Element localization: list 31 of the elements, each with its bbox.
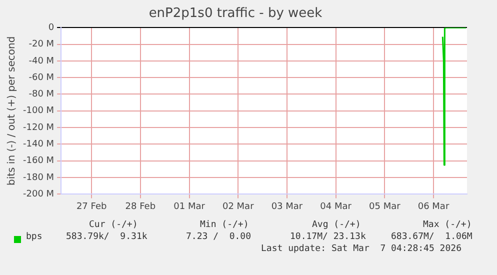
x-tick-label: 01 Mar [174,202,206,212]
text: 10.17M/ 23.13k [290,232,366,242]
text: 583.79k/ 9.31k [66,232,148,242]
y-tick-label: 0 [48,22,54,33]
y-tick-label: -40 M [28,56,54,66]
chart-title: enP2p1s0 traffic - by week [148,6,323,22]
y-tick-label: -80 M [28,90,54,100]
text: Max (-/+) [423,220,472,230]
x-tick-label: 03 Mar [271,202,303,212]
y-tick-label: -160 M [22,156,54,166]
y-tick-label: -20 M [28,40,54,50]
y-tick-label: -140 M [22,140,54,150]
y-tick-label: -180 M [22,172,54,183]
text: Avg (-/+) [312,220,361,230]
x-tick-label: 02 Mar [222,202,254,212]
y-tick-label: -100 M [22,106,54,116]
text: 683.67M/ 1.06M [391,232,472,242]
legend-label: bps [26,232,42,242]
x-tick-label: 04 Mar [320,202,352,212]
y-tick-label: -120 M [22,122,54,133]
y-tick-label: -200 M [22,190,54,200]
text: Min (-/+) [200,220,249,230]
text: 7.23 / 0.00 [186,232,252,242]
x-tick-label: 28 Feb [125,202,156,212]
x-tick-label: 06 Mar [418,202,450,212]
x-tick-label: 05 Mar [368,202,401,212]
x-tick-label: 27 Feb [76,202,107,212]
text: Last update: Sat Mar 7 04:28:45 2026 [261,244,462,254]
text: Cur (-/+) [89,220,138,230]
y-axis-title: bits in (-) / out (+) per second [6,36,18,186]
y-tick-label: -60 M [28,72,54,83]
